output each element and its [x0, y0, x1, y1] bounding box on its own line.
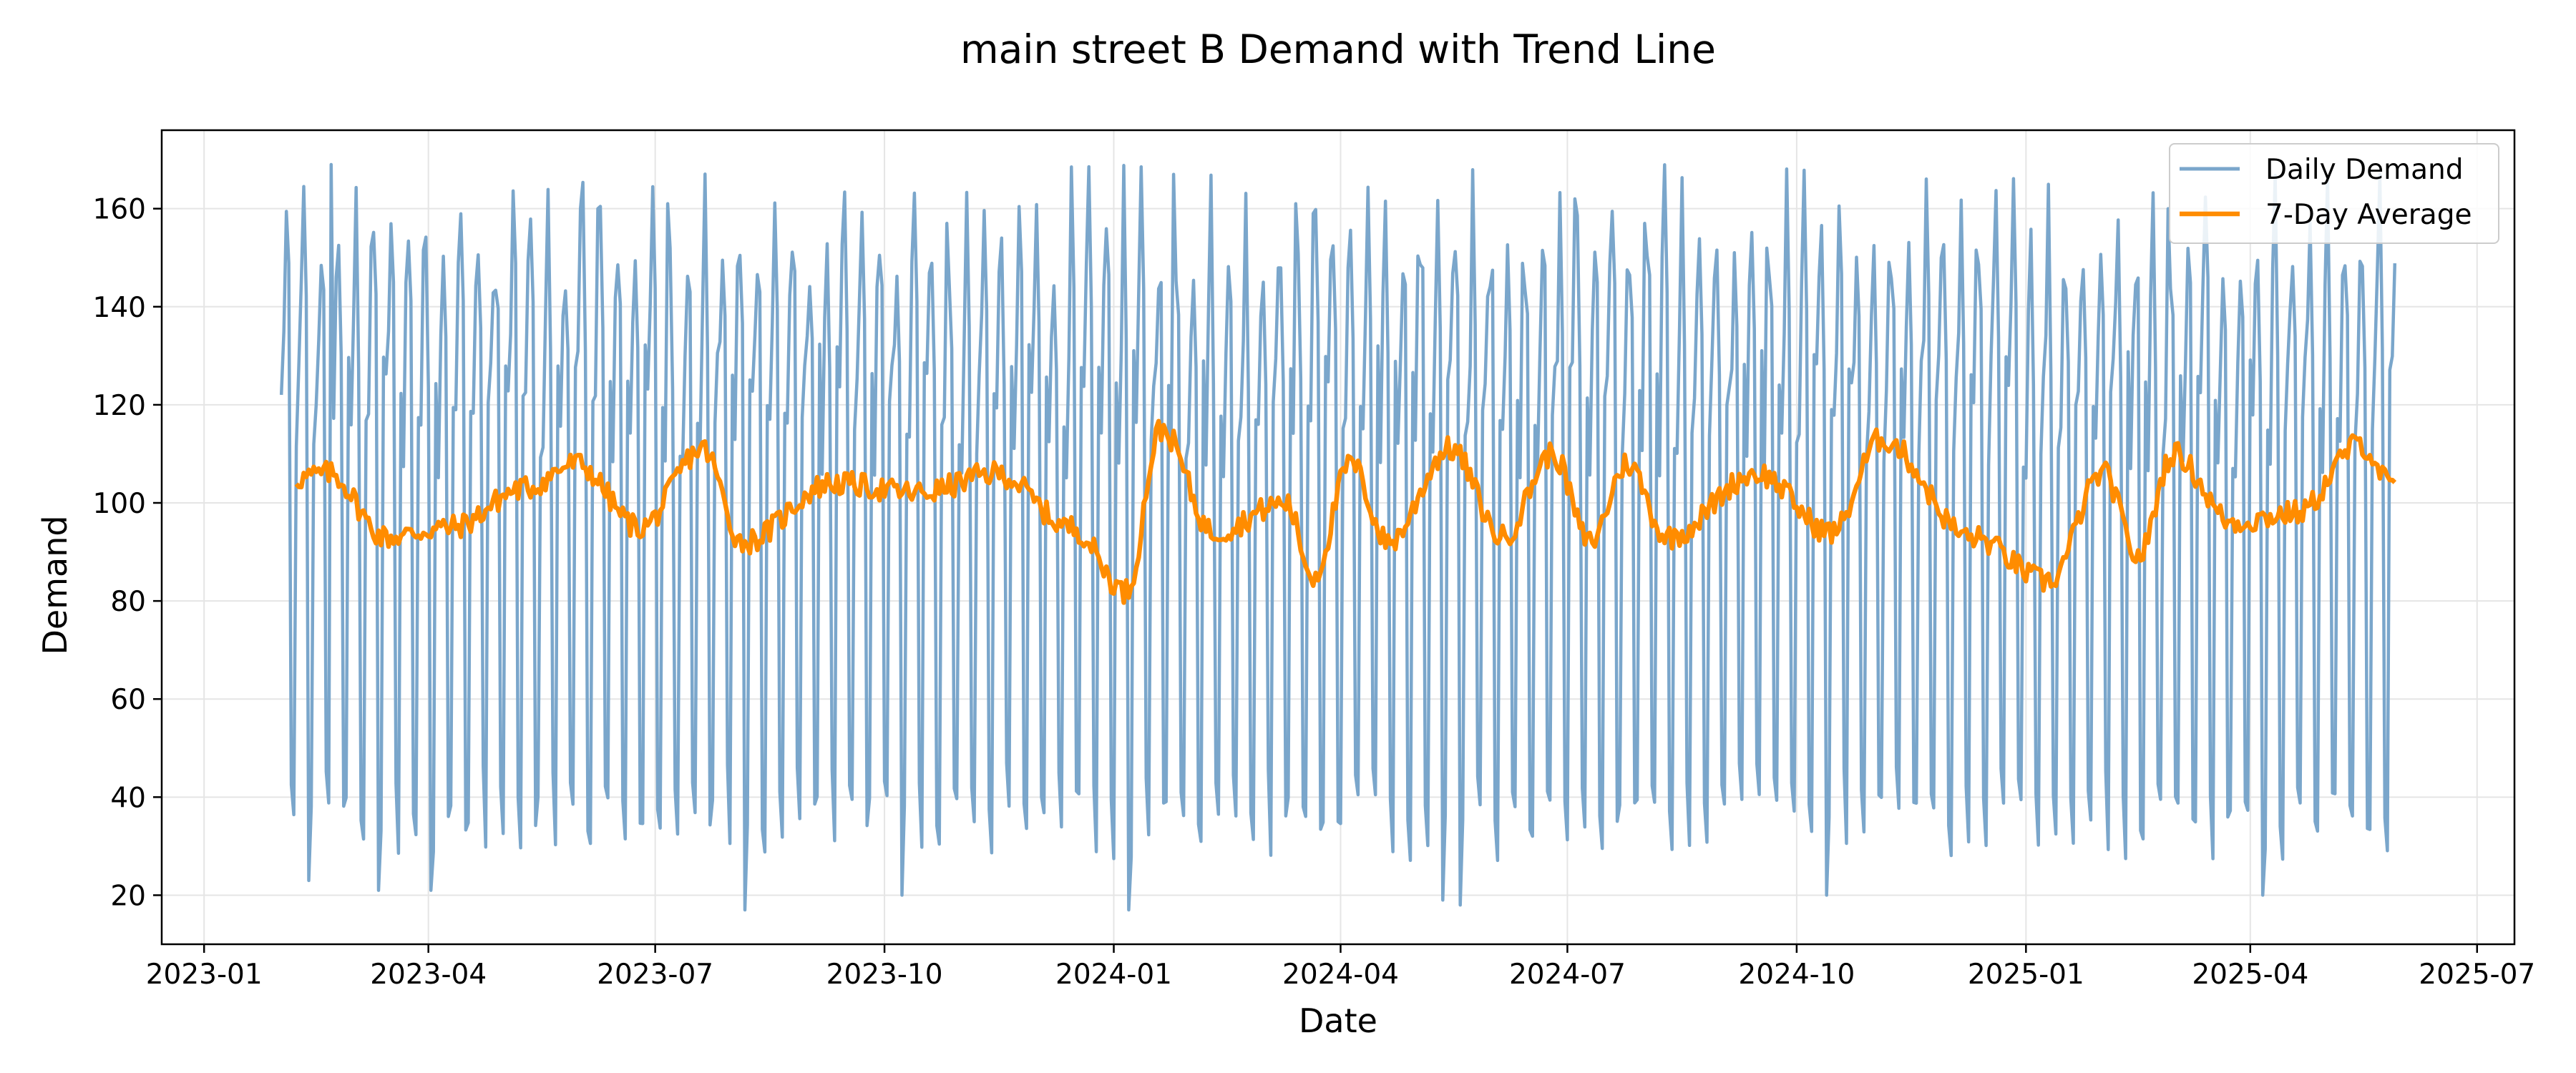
- plot-frame: [160, 129, 2516, 946]
- y-axis-label: Demand: [36, 515, 74, 655]
- y-tick-label: 60: [110, 684, 146, 716]
- series-line-daily-demand: [279, 162, 2397, 912]
- x-tick-label: 2024-04: [1282, 959, 1399, 991]
- plot-area: [279, 162, 2397, 912]
- y-tick-label: 120: [93, 390, 146, 422]
- legend-label-7-day-average: 7-Day Average: [2265, 199, 2472, 231]
- chart-title: main street B Demand with Trend Line: [960, 26, 1716, 72]
- legend-label-daily-demand: Daily Demand: [2265, 154, 2463, 186]
- x-tick-label: 2024-07: [1509, 959, 1626, 991]
- y-tick-label: 80: [110, 586, 146, 618]
- x-tick-label: 2023-04: [370, 959, 487, 991]
- x-tick-label: 2025-04: [2192, 959, 2308, 991]
- legend: Daily Demand 7-Day Average: [2169, 143, 2499, 244]
- x-tick-label: 2025-07: [2419, 959, 2535, 991]
- y-tick-label: 160: [93, 194, 146, 226]
- legend-box: [2169, 143, 2499, 244]
- x-tick-label: 2023-10: [826, 959, 943, 991]
- x-tick-label: 2023-01: [146, 959, 263, 991]
- x-tick-label: 2025-01: [1968, 959, 2084, 991]
- x-axis-label: Date: [1299, 1001, 1377, 1040]
- y-tick-label: 20: [110, 880, 146, 912]
- y-tick-label: 100: [93, 488, 146, 520]
- series-line-7-day-average: [294, 418, 2397, 605]
- y-tick-label: 140: [93, 292, 146, 324]
- x-tick-label: 2023-07: [597, 959, 713, 991]
- axes: 2023-01 2023-04 2023-07 2023-10 2024-01 2024-…: [93, 194, 2536, 991]
- x-tick-label: 2024-10: [1738, 959, 1855, 991]
- x-tick-label: 2024-01: [1055, 959, 1172, 991]
- y-tick-label: 40: [110, 782, 146, 814]
